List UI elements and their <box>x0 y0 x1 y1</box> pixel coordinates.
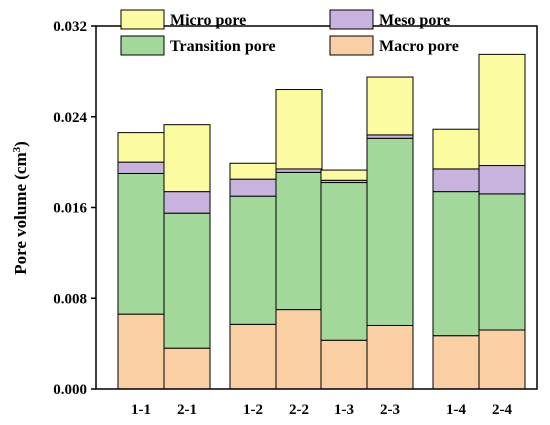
bar-2-2-meso-pore <box>275 168 323 173</box>
bar-1-2-meso-pore <box>229 178 277 197</box>
bar-1-3-micro-pore <box>320 169 368 181</box>
bars-layer <box>117 53 526 390</box>
legend-label-macro-pore: Macro pore <box>379 38 459 55</box>
y-tick-label-4: 0.032 <box>53 19 87 35</box>
legend-swatch-meso-pore <box>329 9 374 30</box>
bar-2-4-transition-pore <box>478 193 526 331</box>
bar-1-3-transition-pore <box>320 182 368 341</box>
legend-label-micro-pore: Micro pore <box>170 12 246 29</box>
bar-1-4-meso-pore <box>432 168 480 193</box>
legend: Micro pore Meso pore Transition pore Macro … <box>120 9 459 56</box>
x-tick-label-6: 1-4 <box>446 402 466 418</box>
y-tick-label-3: 0.024 <box>53 110 87 126</box>
bar-2-1-transition-pore <box>163 212 211 349</box>
bar-1-2-macro-pore <box>229 323 277 390</box>
y-tick-label-1: 0.008 <box>53 291 87 307</box>
x-tick-label-5: 2-3 <box>380 402 400 418</box>
y-tick-label-0: 0.000 <box>53 382 87 398</box>
y-tick-label-2: 0.016 <box>53 201 87 217</box>
bar-1-2-transition-pore <box>229 195 277 325</box>
legend-label-meso-pore: Meso pore <box>379 12 450 29</box>
bar-2-3-transition-pore <box>366 137 414 326</box>
bar-2-4-meso-pore <box>478 165 526 195</box>
bar-1-1-macro-pore <box>117 313 165 390</box>
x-tick-label-4: 1-3 <box>334 402 354 418</box>
bar-1-4-transition-pore <box>432 191 480 337</box>
x-axis-ticks: 1-1 2-1 1-2 2-2 1-3 2-3 1-4 2-4 <box>131 402 512 418</box>
x-tick-label-3: 2-2 <box>289 402 309 418</box>
bar-2-1-meso-pore <box>163 191 211 214</box>
y-axis-title: Pore volume (cm3) <box>11 141 30 275</box>
bar-2-4-micro-pore <box>478 53 526 167</box>
legend-swatch-transition-pore <box>120 35 165 56</box>
bar-2-2-macro-pore <box>275 309 323 390</box>
bar-2-4-macro-pore <box>478 329 526 390</box>
bar-1-2-micro-pore <box>229 162 277 180</box>
x-tick-label-0: 1-1 <box>131 402 151 418</box>
x-tick-label-1: 2-1 <box>177 402 197 418</box>
bar-1-4-micro-pore <box>432 128 480 170</box>
bar-1-1-micro-pore <box>117 132 165 163</box>
bar-2-1-micro-pore <box>163 124 211 193</box>
bar-2-3-meso-pore <box>366 134 414 139</box>
x-tick-label-2: 1-2 <box>243 402 263 418</box>
plot-frame <box>95 25 538 390</box>
x-tick-label-7: 2-4 <box>492 402 512 418</box>
svg-text:Pore volume (cm3): Pore volume (cm3) <box>11 141 30 275</box>
bar-1-3-macro-pore <box>320 339 368 390</box>
legend-swatch-micro-pore <box>120 9 165 30</box>
bar-1-1-meso-pore <box>117 161 165 174</box>
bar-1-4-macro-pore <box>432 335 480 390</box>
bar-2-3-micro-pore <box>366 76 414 136</box>
bar-1-1-transition-pore <box>117 172 165 315</box>
bar-2-1-macro-pore <box>163 347 211 390</box>
y-axis-title-sup: 3 <box>11 146 23 152</box>
legend-swatch-macro-pore <box>329 35 374 56</box>
y-axis-ticks: 0.000 0.008 0.016 0.024 0.032 <box>53 19 96 398</box>
y-axis-title-main: Pore volume (cm <box>11 152 30 274</box>
legend-label-transition-pore: Transition pore <box>170 38 276 55</box>
bar-2-3-macro-pore <box>366 324 414 390</box>
bar-2-2-transition-pore <box>275 171 323 311</box>
y-axis-title-close: ) <box>11 141 30 147</box>
bar-2-2-micro-pore <box>275 89 323 170</box>
